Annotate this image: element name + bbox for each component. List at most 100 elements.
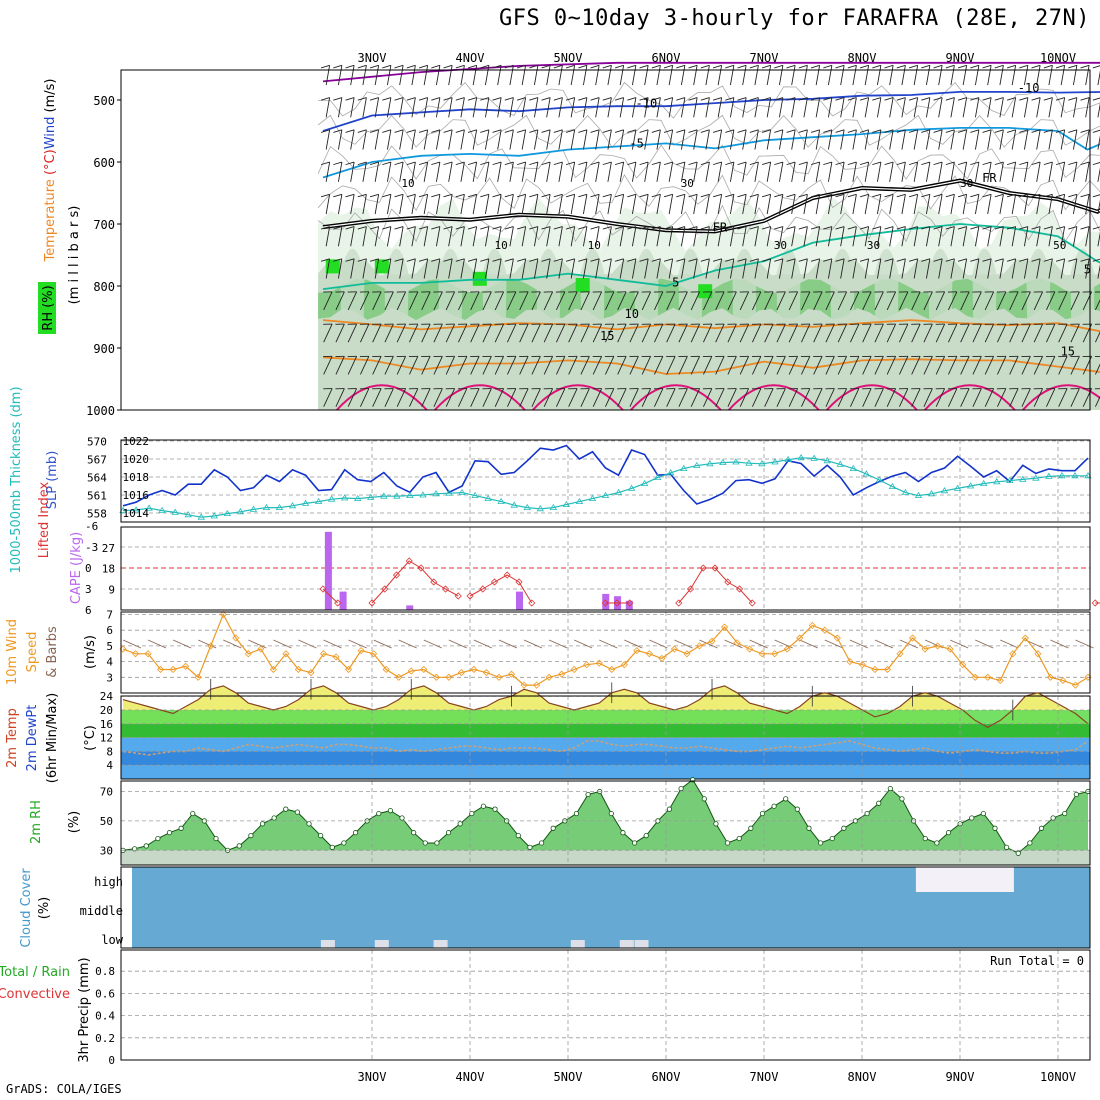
wind-barb	[1006, 129, 1017, 150]
wind-barb	[921, 129, 931, 150]
wind-barb-staff	[680, 161, 686, 182]
axis-label-part: CAPE (J/kg)	[69, 532, 84, 604]
wind-barb-flag	[1006, 258, 1016, 262]
thickness-marker	[184, 511, 192, 518]
wind-barb	[725, 129, 735, 150]
wind-barb-flag	[751, 291, 761, 293]
wind-barb-staff	[335, 388, 345, 407]
wind-barb-staff	[533, 129, 539, 150]
wind-barb-flag	[408, 323, 418, 325]
wind-barb	[786, 129, 796, 150]
thickness-marker	[236, 508, 245, 515]
wind-barb	[837, 355, 848, 375]
wind-barb	[455, 193, 465, 215]
wind-barb-staff	[739, 356, 750, 375]
wind-barb-flag	[1006, 226, 1016, 230]
wind-barb-staff	[852, 97, 857, 118]
wind-barb	[602, 64, 612, 86]
wind-barb-flag	[457, 355, 467, 357]
wind-barb	[382, 226, 392, 247]
wind-barb-flag	[443, 161, 453, 166]
rh-contour-label: 30	[867, 239, 880, 252]
wind-barb	[357, 97, 367, 118]
wind-barb-flag	[418, 129, 428, 133]
wind-barb-flag	[908, 64, 918, 69]
wind-barb-staff	[840, 258, 845, 279]
wind-barb-staff	[556, 388, 566, 407]
10m-wind-barb	[398, 639, 417, 649]
wind-barb-flag	[333, 258, 343, 262]
10m-wind-marker	[1084, 673, 1092, 681]
wind-barb-flag	[933, 97, 943, 101]
wind-barb-flag	[467, 258, 477, 262]
wind-barb-flag	[418, 64, 428, 69]
contour-label: -10	[636, 96, 658, 110]
wind-barb	[896, 226, 906, 247]
wind-barb	[970, 64, 980, 86]
wind-barb-staff	[641, 356, 652, 375]
wind-barb-flag	[874, 323, 884, 325]
wind-barb-staff	[617, 388, 627, 407]
wind-barb-flag	[519, 291, 529, 293]
wind-barb-flag	[431, 226, 441, 230]
wind-barb	[320, 129, 331, 150]
wind-barb-staff	[570, 129, 576, 150]
wind-barb-flag	[531, 355, 541, 357]
wind-barb-flag	[519, 388, 529, 390]
wind-barb-flag	[847, 64, 857, 69]
wind-barb-staff	[925, 226, 931, 247]
isotherm-20	[826, 384, 918, 411]
wind-barb-flag	[320, 258, 330, 262]
wind-barb	[578, 258, 588, 279]
wind-barb	[529, 129, 539, 150]
wind-barb-flag	[369, 161, 379, 166]
lifted-index-marker	[392, 571, 401, 579]
wind-barb	[653, 291, 664, 311]
wind-barb	[788, 355, 799, 375]
wind-barb-flag	[516, 97, 526, 101]
10m-wind-barb	[799, 639, 818, 649]
wind-barb-staff	[472, 161, 478, 182]
wind-barb	[908, 64, 919, 86]
10m-wind-barb	[373, 639, 392, 649]
wind-barb-staff	[362, 129, 367, 150]
wind-barb	[776, 355, 786, 375]
wind-barb-flag	[898, 323, 908, 325]
wind-barb-flag	[347, 355, 357, 357]
wind-barb-staff	[435, 161, 441, 182]
lifted-index-marker	[626, 599, 634, 607]
wind-barb-staff	[766, 258, 772, 279]
wind-barb-flag	[898, 355, 908, 357]
rh-marker	[166, 830, 173, 836]
10m-wind-barb	[273, 639, 292, 649]
wind-barb-staff	[862, 388, 872, 407]
wind-barb-flag	[896, 129, 906, 133]
wind-barb-staff	[482, 291, 492, 311]
wind-barb-flag	[872, 97, 882, 101]
wind-barb-flag	[639, 226, 649, 230]
wind-barb-flag	[480, 258, 490, 262]
wind-barb-staff	[460, 194, 465, 215]
wind-barb-staff	[360, 323, 370, 343]
wind-barb-staff	[813, 388, 823, 407]
wind-barb-staff	[984, 356, 995, 375]
wind-barb-flag	[431, 129, 441, 133]
wind-barb-staff	[494, 388, 505, 407]
wind-barb-flag	[580, 291, 590, 293]
wind-barb-staff	[533, 226, 539, 247]
wind-barb-staff	[605, 323, 615, 343]
wind-barb	[800, 355, 811, 375]
axis-label-part: 10m Wind	[5, 619, 20, 685]
rh-marker	[701, 796, 707, 802]
wind-barb-staff	[984, 323, 995, 343]
wind-barb-flag	[590, 226, 600, 230]
wind-barb	[663, 97, 674, 118]
wind-barb	[800, 291, 811, 311]
wind-barb-staff	[521, 258, 527, 279]
wind-barb-flag	[749, 258, 759, 262]
footer-credit: GrADS: COLA/IGES	[6, 1082, 122, 1096]
wind-barb-flag	[641, 291, 651, 293]
wind-barb-staff	[470, 388, 480, 407]
wind-barb	[457, 355, 468, 375]
wind-barb-flag	[947, 323, 957, 325]
